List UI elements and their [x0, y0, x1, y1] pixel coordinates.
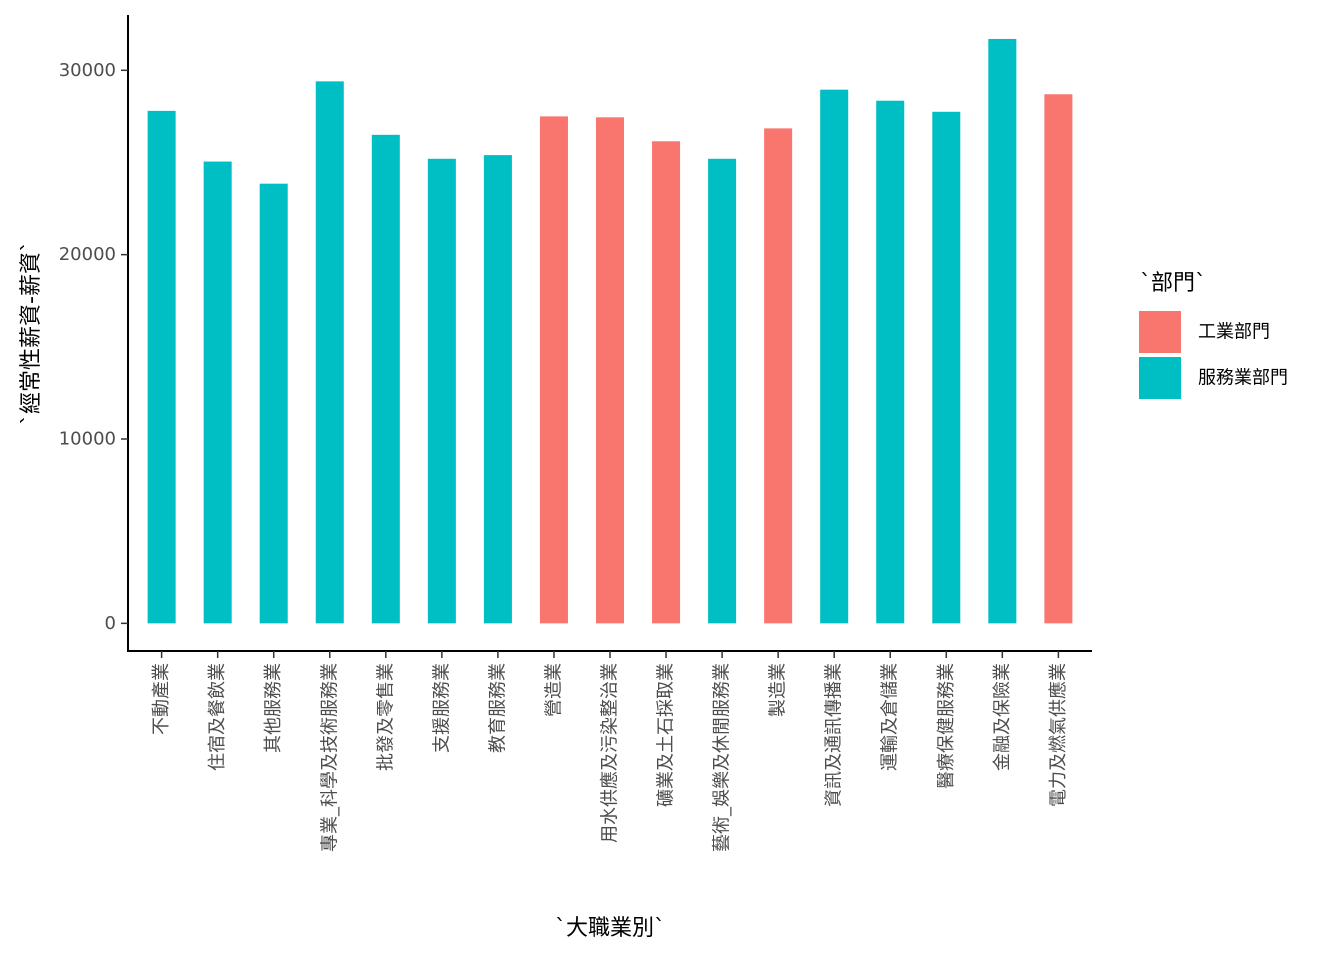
x-axis-title: `大職業別`	[555, 916, 665, 941]
legend-label-0: 工業部門	[1198, 322, 1270, 343]
x-tick-label-2: 其他服務業	[263, 663, 284, 753]
y-axis-title: `經常性薪資-薪資`	[19, 241, 44, 425]
x-tick-label-1: 住宿及餐飲業	[207, 663, 228, 771]
x-tick-label-8: 用水供應及污染整治業	[599, 663, 621, 843]
y-ticks-group: 0 10000 20000 30000	[59, 60, 128, 634]
bar-3	[315, 81, 344, 624]
x-ticks-group: 不動產業 住宿及餐飲業 其他服務業 專業_科學及技術服務業 批發及零售業 支援服務業 教育服…	[151, 651, 1069, 852]
x-tick-label-12: 資訊及通訊傳播業	[824, 663, 845, 807]
bar-10	[708, 158, 737, 624]
bar-15	[988, 38, 1017, 624]
bar-14	[932, 111, 961, 624]
bar-7	[539, 116, 568, 624]
x-tick-label-10: 藝術_娛樂及休閒服務業	[712, 663, 733, 852]
x-tick-label-7: 營造業	[543, 663, 564, 717]
bar-13	[876, 100, 905, 624]
legend-key-1	[1139, 357, 1181, 399]
bar-5	[427, 158, 456, 624]
x-tick-label-5: 支援服務業	[431, 663, 452, 753]
bar-8	[595, 117, 625, 624]
y-tick-label-0: 0	[105, 613, 116, 634]
x-tick-label-3: 專業_科學及技術服務業	[319, 663, 340, 852]
x-tick-label-16: 電力及燃氣供應業	[1047, 663, 1069, 807]
bar-9	[652, 141, 681, 624]
x-tick-label-0: 不動產業	[151, 663, 172, 735]
y-tick-label-3: 30000	[59, 60, 116, 81]
x-tick-label-6: 教育服務業	[487, 663, 508, 753]
y-tick-label-2: 20000	[59, 244, 116, 265]
bar-12	[820, 89, 849, 624]
bar-0	[147, 110, 176, 624]
x-tick-label-13: 運輸及倉儲業	[880, 663, 901, 771]
x-tick-label-9: 礦業及土石採取業	[656, 663, 677, 807]
bar-6	[483, 155, 512, 624]
y-tick-label-1: 10000	[59, 429, 116, 450]
x-tick-label-11: 製造業	[768, 663, 789, 717]
legend-label-1: 服務業部門	[1198, 368, 1288, 389]
x-tick-label-14: 醫療保健服務業	[936, 663, 957, 789]
x-tick-label-15: 金融及保險業	[992, 663, 1013, 771]
bar-1	[203, 161, 232, 624]
legend-title: `部門`	[1140, 271, 1206, 296]
bar-11	[764, 128, 793, 624]
bars-group	[147, 38, 1073, 624]
bar-4	[371, 134, 400, 624]
bar-2	[259, 183, 288, 624]
x-tick-label-4: 批發及零售業	[375, 663, 396, 771]
legend-key-0	[1139, 311, 1181, 353]
bar-16	[1044, 94, 1073, 624]
